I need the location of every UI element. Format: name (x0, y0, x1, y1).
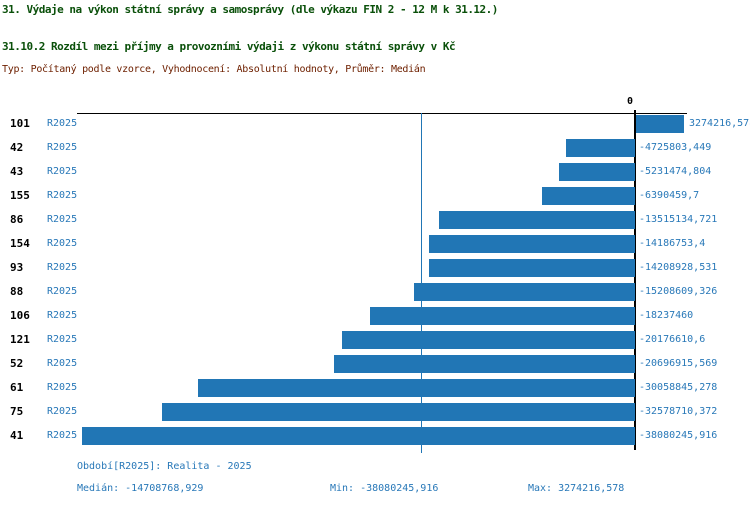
meta-line: Typ: Počítaný podle vzorce, Vyhodnocení:… (2, 64, 426, 75)
value-label: -18237460 (639, 310, 694, 321)
chart-footer: Období[R2025]: Realita - 2025 Medián: -1… (0, 455, 750, 510)
series-label: R2025 (47, 430, 78, 441)
category-label: 52 (10, 357, 24, 370)
chart-row: 93 R2025 -14208928,531 (0, 256, 750, 280)
bar (429, 235, 635, 253)
value-label: -15208609,326 (639, 286, 718, 297)
value-label: -20176610,6 (639, 334, 706, 345)
series-label: R2025 (47, 262, 78, 273)
category-label: 61 (10, 381, 24, 394)
category-label: 42 (10, 141, 24, 154)
series-label: R2025 (47, 214, 78, 225)
bar (342, 331, 635, 349)
series-label: R2025 (47, 142, 78, 153)
category-label: 101 (10, 117, 30, 130)
bar (198, 379, 635, 397)
value-label: -32578710,372 (639, 406, 718, 417)
chart-row: 121 R2025 -20176610,6 (0, 328, 750, 352)
median-stat-label: Medián: -14708768,929 (77, 483, 204, 494)
period-label: Období[R2025]: Realita - 2025 (77, 461, 252, 472)
bar (439, 211, 635, 229)
series-label: R2025 (47, 334, 78, 345)
report-title: 31. Výdaje na výkon státní správy a samo… (2, 3, 498, 16)
series-label: R2025 (47, 382, 78, 393)
value-label: -14208928,531 (639, 262, 718, 273)
chart-row: 52 R2025 -20696915,569 (0, 352, 750, 376)
chart-row: 106 R2025 -18237460 (0, 304, 750, 328)
zero-axis-tick-label: 0 (627, 96, 634, 107)
value-label: -4725803,449 (639, 142, 712, 153)
series-label: R2025 (47, 190, 78, 201)
category-label: 86 (10, 213, 24, 226)
category-label: 88 (10, 285, 24, 298)
chart-row: 88 R2025 -15208609,326 (0, 280, 750, 304)
chart-row: 154 R2025 -14186753,4 (0, 232, 750, 256)
value-label: -13515134,721 (639, 214, 718, 225)
bar (370, 307, 635, 325)
category-label: 121 (10, 333, 30, 346)
bar (429, 259, 635, 277)
value-label: -20696915,569 (639, 358, 718, 369)
bar (542, 187, 635, 205)
value-label: -14186753,4 (639, 238, 706, 249)
series-label: R2025 (47, 310, 78, 321)
chart-row: 42 R2025 -4725803,449 (0, 136, 750, 160)
bar (566, 139, 635, 157)
chart-row: 75 R2025 -32578710,372 (0, 400, 750, 424)
bar (162, 403, 635, 421)
bar-chart: 0 101 R2025 3274216,578 42 R2025 -4725803,449… (0, 90, 750, 460)
series-label: R2025 (47, 118, 78, 129)
bar (334, 355, 635, 373)
chart-row: 155 R2025 -6390459,7 (0, 184, 750, 208)
indicator-subtitle: 31.10.2 Rozdíl mezi příjmy a provozními … (2, 40, 456, 53)
bar (636, 115, 684, 133)
chart-row: 101 R2025 3274216,578 (0, 112, 750, 136)
value-label: -30058845,278 (639, 382, 718, 393)
category-label: 155 (10, 189, 30, 202)
series-label: R2025 (47, 238, 78, 249)
bar (82, 427, 635, 445)
category-label: 93 (10, 261, 24, 274)
category-label: 106 (10, 309, 30, 322)
category-label: 75 (10, 405, 24, 418)
value-label: -6390459,7 (639, 190, 700, 201)
axis-top-line (77, 113, 687, 114)
series-label: R2025 (47, 166, 78, 177)
chart-row: 86 R2025 -13515134,721 (0, 208, 750, 232)
bar (414, 283, 635, 301)
series-label: R2025 (47, 406, 78, 417)
value-label: -5231474,804 (639, 166, 712, 177)
max-stat-label: Max: 3274216,578 (528, 483, 625, 494)
series-label: R2025 (47, 358, 78, 369)
chart-row: 41 R2025 -38080245,916 (0, 424, 750, 448)
value-label: 3274216,578 (689, 118, 750, 129)
category-label: 41 (10, 429, 24, 442)
category-label: 43 (10, 165, 24, 178)
chart-row: 61 R2025 -30058845,278 (0, 376, 750, 400)
value-label: -38080245,916 (639, 430, 718, 441)
zero-axis-line (634, 110, 636, 450)
chart-row: 43 R2025 -5231474,804 (0, 160, 750, 184)
min-stat-label: Min: -38080245,916 (330, 483, 439, 494)
category-label: 154 (10, 237, 30, 250)
series-label: R2025 (47, 286, 78, 297)
bar (559, 163, 635, 181)
